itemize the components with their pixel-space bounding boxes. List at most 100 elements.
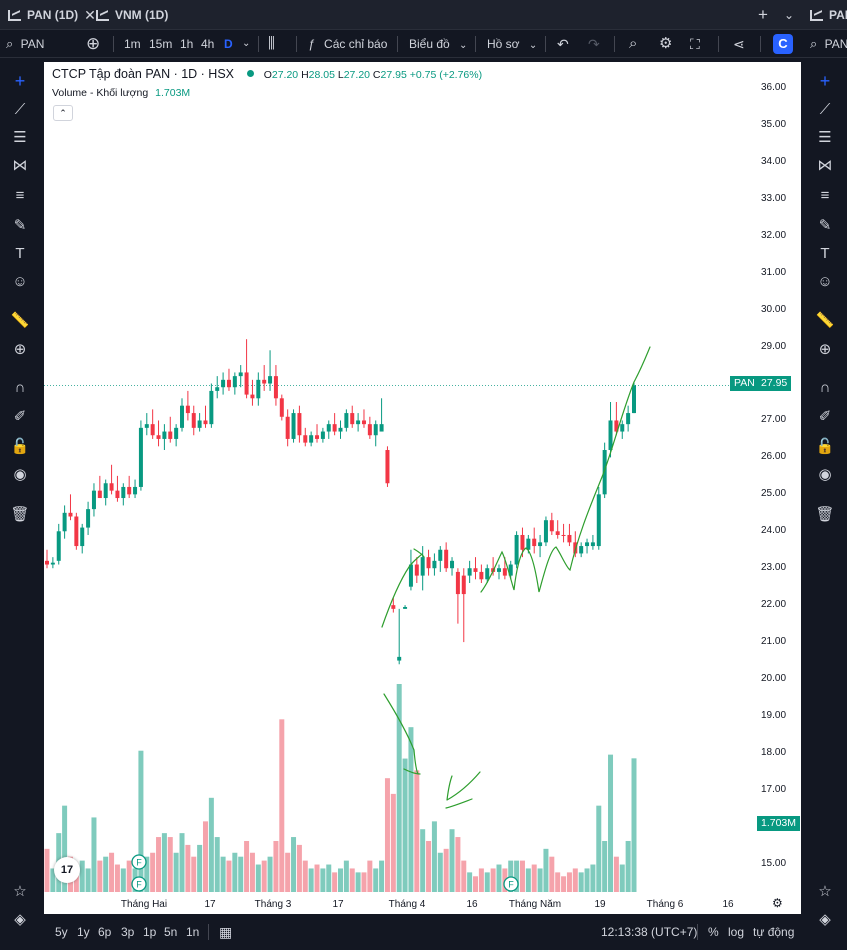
tab-pan[interactable]: PAN (1D) ✕ [8, 0, 96, 30]
pattern-icon[interactable]: ⋈ [817, 157, 833, 174]
price-chart[interactable]: F F F [44, 62, 801, 914]
star-icon[interactable]: ☆ [818, 883, 832, 900]
fib-icon[interactable]: ≡ [820, 186, 830, 204]
indicators-button[interactable]: ƒ Các chỉ báo [308, 30, 387, 58]
fib-icon[interactable]: ≡ [15, 186, 25, 204]
candles-icon[interactable]: ⫼ [268, 35, 275, 52]
candle-body [338, 427, 343, 432]
interval-15m[interactable]: 15m [149, 37, 173, 51]
range-6p[interactable]: 6p [98, 925, 112, 939]
redo-icon[interactable]: ↷ [588, 36, 600, 52]
lock-drawing-icon[interactable]: ✐ [13, 408, 27, 425]
range-1y[interactable]: 1y [77, 925, 90, 939]
trend-line-icon[interactable]: ⟋ [819, 100, 831, 118]
tab-pan-secondary[interactable]: PAN [810, 0, 847, 30]
unlock-icon[interactable]: 🔓 [10, 438, 30, 455]
undo-icon[interactable]: ↶ [557, 36, 569, 52]
brush-icon[interactable]: ✎ [13, 217, 27, 234]
emoji-icon[interactable]: ☺ [817, 272, 833, 290]
time-axis-settings-icon[interactable]: ⚙ [772, 896, 783, 910]
clock[interactable]: 12:13:38 (UTC+7) [601, 925, 698, 939]
text-icon[interactable]: T [15, 244, 25, 262]
freehand-drawing [381, 548, 425, 628]
candle-body [45, 560, 49, 565]
auto-scale-toggle[interactable]: tự động [753, 925, 795, 939]
candle-body [373, 424, 378, 436]
tab-menu-chevron-icon[interactable]: ⌄ [783, 8, 795, 22]
interval-chevron-icon[interactable]: ⌄ [242, 38, 251, 49]
fullscreen-icon[interactable]: ⛶ [690, 36, 700, 52]
layers-icon[interactable]: ◈ [14, 911, 26, 928]
crosshair-icon[interactable]: + [14, 70, 26, 91]
candle-body [279, 398, 284, 417]
search-icon: ⌕ [810, 36, 818, 51]
percent-toggle[interactable]: % [708, 925, 719, 939]
range-5n[interactable]: 5n [164, 925, 178, 939]
lock-drawing-icon[interactable]: ✐ [818, 408, 832, 425]
date-range-calendar-icon[interactable]: ▦ [219, 924, 233, 940]
unlock-icon[interactable]: 🔓 [815, 438, 835, 455]
price-tick-label: 30.00 [761, 303, 787, 315]
emoji-icon[interactable]: ☺ [12, 272, 28, 290]
volume-bar [561, 876, 567, 892]
quick-search-icon[interactable]: ⌕ [629, 35, 638, 52]
eye-icon[interactable]: ◉ [13, 466, 27, 483]
ruler-icon[interactable]: 📏 [815, 312, 835, 329]
candle-body [579, 546, 584, 554]
event-marker-icon [131, 854, 147, 870]
gear-icon[interactable]: ⚙ [659, 35, 673, 52]
zoom-in-icon[interactable]: ⊕ [13, 341, 27, 358]
range-1p[interactable]: 1p [143, 925, 157, 939]
tradingview-logo[interactable]: 17 [54, 857, 80, 883]
brand-logo-icon[interactable]: C [773, 34, 793, 54]
collapse-legend-button[interactable]: ⌃ [53, 105, 73, 121]
volume-bar [590, 864, 596, 892]
crosshair-icon[interactable]: + [819, 70, 831, 91]
candle-body [555, 531, 560, 535]
symbol-search[interactable]: ⌕ PAN [6, 30, 44, 58]
horizontal-lines-icon[interactable]: ☰ [818, 129, 832, 146]
tab-vnm[interactable]: VNM (1D) [96, 0, 168, 30]
interval-d[interactable]: D [224, 37, 233, 51]
trash-icon[interactable]: 🗑 [815, 506, 835, 523]
ruler-icon[interactable]: 📏 [10, 312, 30, 329]
log-toggle[interactable]: log [728, 925, 745, 939]
star-icon[interactable]: ☆ [13, 883, 27, 900]
eye-icon[interactable]: ◉ [818, 466, 832, 483]
volume-bar [584, 868, 590, 892]
trash-icon[interactable]: 🗑 [10, 506, 30, 523]
text-icon[interactable]: T [820, 244, 830, 262]
profile-button[interactable]: Hồ sơ ⌄ [487, 30, 537, 58]
magnet-icon[interactable]: ∩ [819, 378, 831, 396]
magnet-icon[interactable]: ∩ [14, 378, 26, 396]
chart-pane[interactable]: F F F CTCP Tập đoàn PAN · 1D · HSX O27.20 … [44, 62, 801, 914]
brush-icon[interactable]: ✎ [818, 217, 832, 234]
candle-body [109, 483, 114, 491]
candle-body [432, 560, 437, 569]
interval-1m[interactable]: 1m [124, 37, 141, 51]
pattern-icon[interactable]: ⋈ [12, 157, 28, 174]
zoom-in-icon[interactable]: ⊕ [818, 341, 832, 358]
trend-line-icon[interactable]: ⟋ [14, 100, 26, 118]
candle-body [467, 568, 472, 576]
symbol-search-secondary[interactable]: ⌕ PAN [810, 30, 847, 58]
symbol-label: PAN [824, 37, 847, 51]
range-3p[interactable]: 3p [121, 925, 135, 939]
volume-bar [467, 872, 473, 892]
add-tab-button[interactable]: + [758, 5, 768, 24]
range-1n[interactable]: 1n [186, 925, 200, 939]
volume-bar [273, 840, 279, 892]
share-icon[interactable]: ⋖ [733, 36, 745, 52]
interval-4h[interactable]: 4h [201, 37, 215, 51]
volume-bar [226, 860, 232, 892]
volume-bar [566, 872, 572, 892]
horizontal-lines-icon[interactable]: ☰ [13, 129, 27, 146]
chart-type-label: Biểu đồ [409, 37, 450, 51]
compare-add-icon[interactable]: ⊕ [86, 34, 101, 53]
interval-1h[interactable]: 1h [180, 37, 194, 51]
range-5y[interactable]: 5y [55, 925, 68, 939]
candle-body [379, 424, 384, 432]
close-icon[interactable]: ✕ [84, 6, 96, 23]
layers-icon[interactable]: ◈ [819, 911, 831, 928]
chart-type-button[interactable]: Biểu đồ ⌄ [409, 30, 467, 58]
